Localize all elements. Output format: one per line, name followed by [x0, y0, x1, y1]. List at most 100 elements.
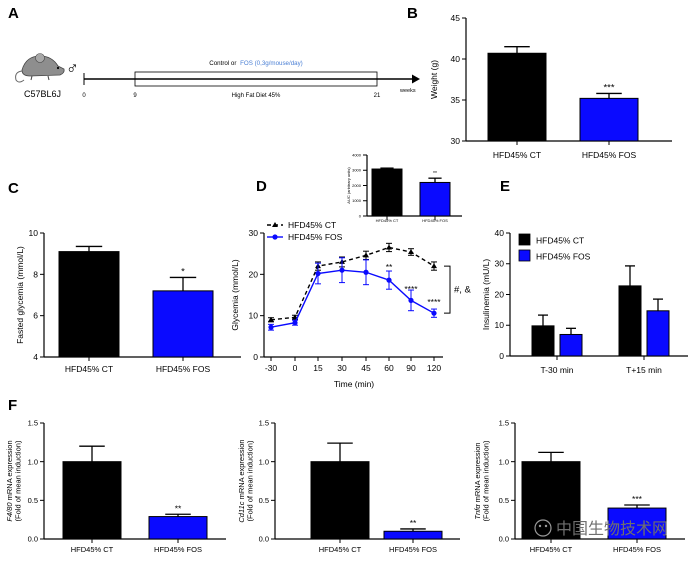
y-tick-label: 0.0 — [28, 535, 38, 544]
significance-label: **** — [404, 284, 418, 294]
chart-ogtt: 0 10 20 30 Glycemia (mmol/L) -30 0 15 30 45 60 90 12… — [230, 220, 472, 389]
chart-fasted-glycemia: 4 6 8 10 Fasted glycemia (mmol/L) HFD45% CT HF… — [15, 228, 241, 374]
significance-label: *** — [632, 494, 643, 504]
watermark-icon — [534, 519, 552, 537]
x-tick-label: 0 — [293, 363, 298, 373]
y-tick-label: 3000 — [352, 168, 362, 173]
x-tick-label: HFD45% CT — [71, 545, 114, 554]
legend-marker-fos — [272, 234, 278, 240]
data-point-fos — [386, 277, 392, 283]
x-tick-label: 120 — [427, 363, 441, 373]
legend-label: HFD45% CT — [536, 236, 584, 246]
y-tick-label: 8 — [33, 269, 38, 279]
x-tick-label: HFD45% FOS — [613, 545, 661, 554]
data-point-fos — [339, 267, 345, 273]
bar-fos — [646, 310, 670, 357]
y-tick-label: 0.5 — [259, 496, 269, 505]
bar-fos — [383, 530, 443, 540]
y-tick-label: 1.5 — [499, 419, 509, 428]
y-tick-label: 10 — [249, 311, 259, 321]
y-axis-label: F4/80 mRNA expression — [5, 440, 14, 521]
x-tick-label: 45 — [361, 363, 371, 373]
y-tick-label: 1.0 — [28, 457, 38, 466]
y-axis-label: Weight (g) — [429, 60, 439, 99]
panel-letter-a: A — [8, 5, 19, 22]
x-tick-label: HFD45% CT — [65, 364, 113, 374]
y-axis-label: Cd11c mRNA expression — [237, 439, 246, 522]
y-tick-label: 40 — [451, 54, 461, 64]
x-tick-label: HFD45% FOS — [422, 218, 448, 223]
panel-letter-c: C — [8, 180, 19, 197]
y-tick-label: 45 — [451, 13, 461, 23]
data-point-fos — [268, 324, 274, 330]
legend-label: HFD45% FOS — [536, 252, 591, 262]
y-axis-label-rest: mRNA expression — [5, 440, 14, 502]
data-point-fos — [431, 310, 437, 316]
y-tick-label: 40 — [495, 228, 505, 238]
y-axis-label-gene: Tnfα — [473, 504, 482, 520]
legend-swatch — [518, 249, 531, 262]
y-tick-label: 0 — [359, 213, 362, 218]
y-tick-label: 0 — [499, 351, 504, 361]
treatment-fos: FOS (0,3g/mouse/day) — [240, 60, 303, 67]
timeline-arrowhead — [412, 74, 420, 84]
y-axis-label-line2: (Fold of mean induction) — [14, 440, 23, 521]
x-tick-label: 90 — [406, 363, 416, 373]
legend-swatch — [518, 233, 531, 246]
y-tick-label: 30 — [249, 228, 259, 238]
y-tick-label: 1.5 — [259, 419, 269, 428]
y-tick-label: 30 — [495, 259, 505, 269]
y-axis-label-rest: mRNA expression — [473, 442, 482, 504]
bar-ct — [62, 461, 122, 540]
data-point-fos — [408, 297, 414, 303]
data-point-ct — [408, 249, 414, 255]
x-tick-label: T+15 min — [626, 365, 662, 375]
significance-label: **** — [427, 297, 441, 307]
y-tick-label: 1.0 — [499, 457, 509, 466]
y-tick-label: 6 — [33, 311, 38, 321]
x-tick-label: HFD45% CT — [319, 545, 362, 554]
bar-fos — [559, 333, 583, 357]
y-tick-label: 0 — [253, 352, 258, 362]
y-tick-label: 20 — [249, 269, 259, 279]
significance-bracket — [444, 265, 451, 314]
y-tick-label: 1.0 — [259, 457, 269, 466]
y-tick-label: 0.0 — [499, 535, 509, 544]
x-tick-label: -30 — [265, 363, 278, 373]
bar-fos — [148, 516, 208, 540]
x-tick-label: 15 — [313, 363, 323, 373]
bar-ct — [310, 461, 370, 540]
panel-letter-e: E — [500, 178, 510, 195]
data-point-ct — [268, 316, 274, 322]
data-point-ct — [386, 244, 392, 250]
y-tick-label: 1000 — [352, 198, 362, 203]
legend-marker-ct — [272, 222, 278, 227]
chart-weight: 30 35 40 45 Weight (g) HFD45% CT HFD45% FOS *** — [429, 13, 672, 160]
legend-label: HFD45% FOS — [288, 232, 343, 242]
watermark-text: 中国生物技术网 — [556, 520, 668, 538]
diet-period-box — [134, 71, 378, 87]
y-tick-label: 0.5 — [499, 496, 509, 505]
diet-label: High Fat Diet 45% — [232, 93, 281, 99]
y-axis-label: Fasted glycemia (mmol/L) — [15, 246, 25, 344]
strain-label: C57BL6J — [24, 89, 61, 99]
chart-f480: 0.0 0.5 1.0 1.5 F4/80 mRNA expression (Fold o… — [5, 419, 226, 554]
legend-label: HFD45% CT — [288, 220, 336, 230]
significance-label: ** — [410, 518, 417, 528]
x-tick-label: HFD45% CT — [493, 150, 541, 160]
x-tick-label: HFD45% FOS — [389, 545, 437, 554]
panel-letter-d: D — [256, 178, 267, 195]
panel-letter-f: F — [8, 397, 17, 414]
chart-auc-inset: 0 1000 2000 3000 4000 AUC (arbitrary units) HF… — [346, 152, 462, 223]
bar-fos — [152, 290, 214, 358]
bracket-label: #, & — [454, 285, 472, 296]
bar-ct — [531, 325, 555, 357]
bar-ct — [618, 285, 642, 357]
timeline-tick-9: 9 — [133, 93, 137, 99]
timeline-tick-0: 0 — [82, 93, 86, 99]
y-axis-label: Glycemia (mmol/L) — [230, 259, 240, 330]
x-axis-label: Time (min) — [334, 379, 374, 389]
weeks-label: weeks — [399, 88, 416, 94]
y-tick-label: 35 — [451, 95, 461, 105]
